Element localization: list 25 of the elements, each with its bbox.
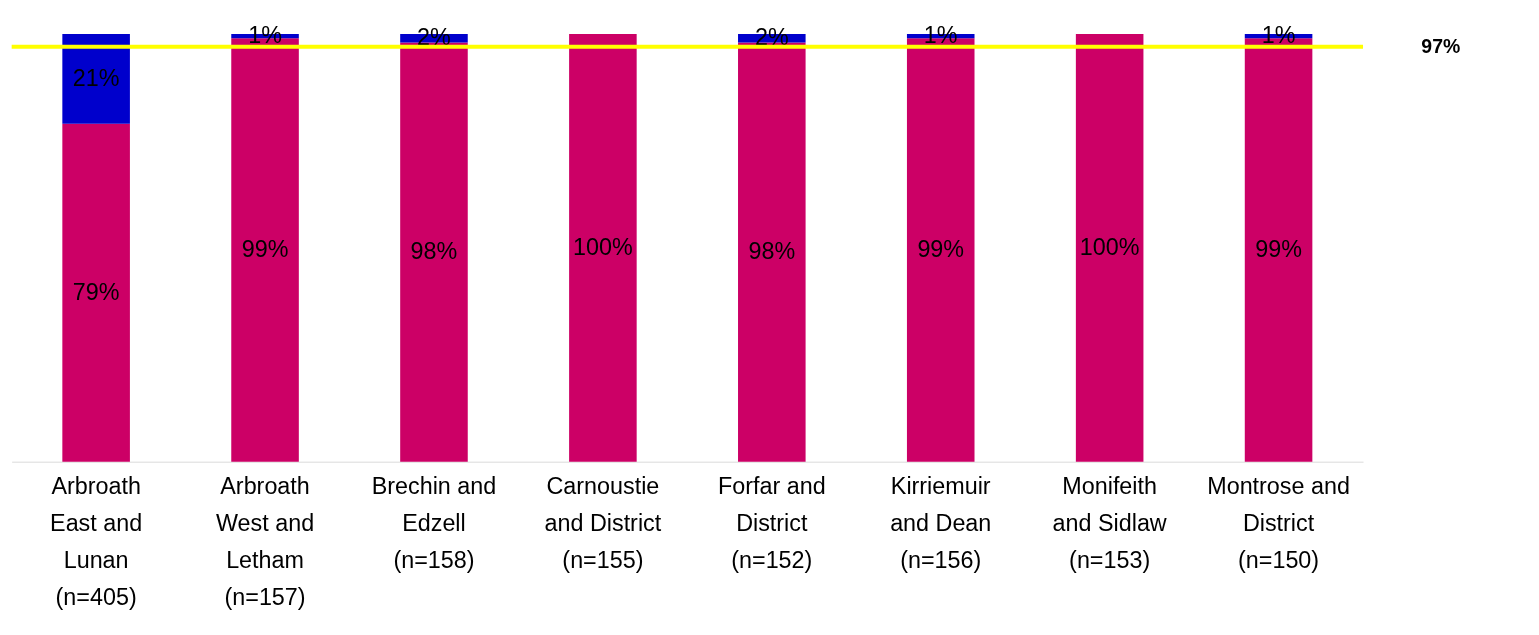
ref-line-label: 97% [1421,34,1461,57]
x-tick-label: Monifeith and Sidlaw (n=153) [1052,473,1167,574]
x-tick-label: Kirriemuir and Dean (n=156) [890,473,992,574]
data-label: 99% [241,235,289,262]
data-label: 100% [573,233,633,260]
data-label: 1% [248,21,282,48]
data-label: 1% [1261,21,1296,48]
data-label: 79% [72,278,120,305]
bar [1075,33,1144,462]
x-tick-label: Forfar and District (n=152) [718,473,826,574]
data-label: 100% [1079,233,1140,260]
x-tick-label: Arbroath East and Lunan (n=405) [50,473,143,611]
x-tick-label: Montrose and District (n=150) [1207,473,1350,574]
data-label: 98% [748,237,796,264]
x-tick-label: Arbroath West and Letham (n=157) [215,473,315,611]
bar [62,123,130,462]
bar [569,33,637,462]
data-label: 99% [1255,235,1302,262]
data-label: 99% [917,235,965,262]
data-label: 1% [923,21,958,48]
x-tick-label: Brechin and Edzell (n=158) [371,473,497,574]
x-tick-label: Carnoustie and District (n=155) [544,473,662,574]
bar [62,33,130,124]
data-label: 21% [72,64,120,91]
data-label: 98% [410,237,458,264]
